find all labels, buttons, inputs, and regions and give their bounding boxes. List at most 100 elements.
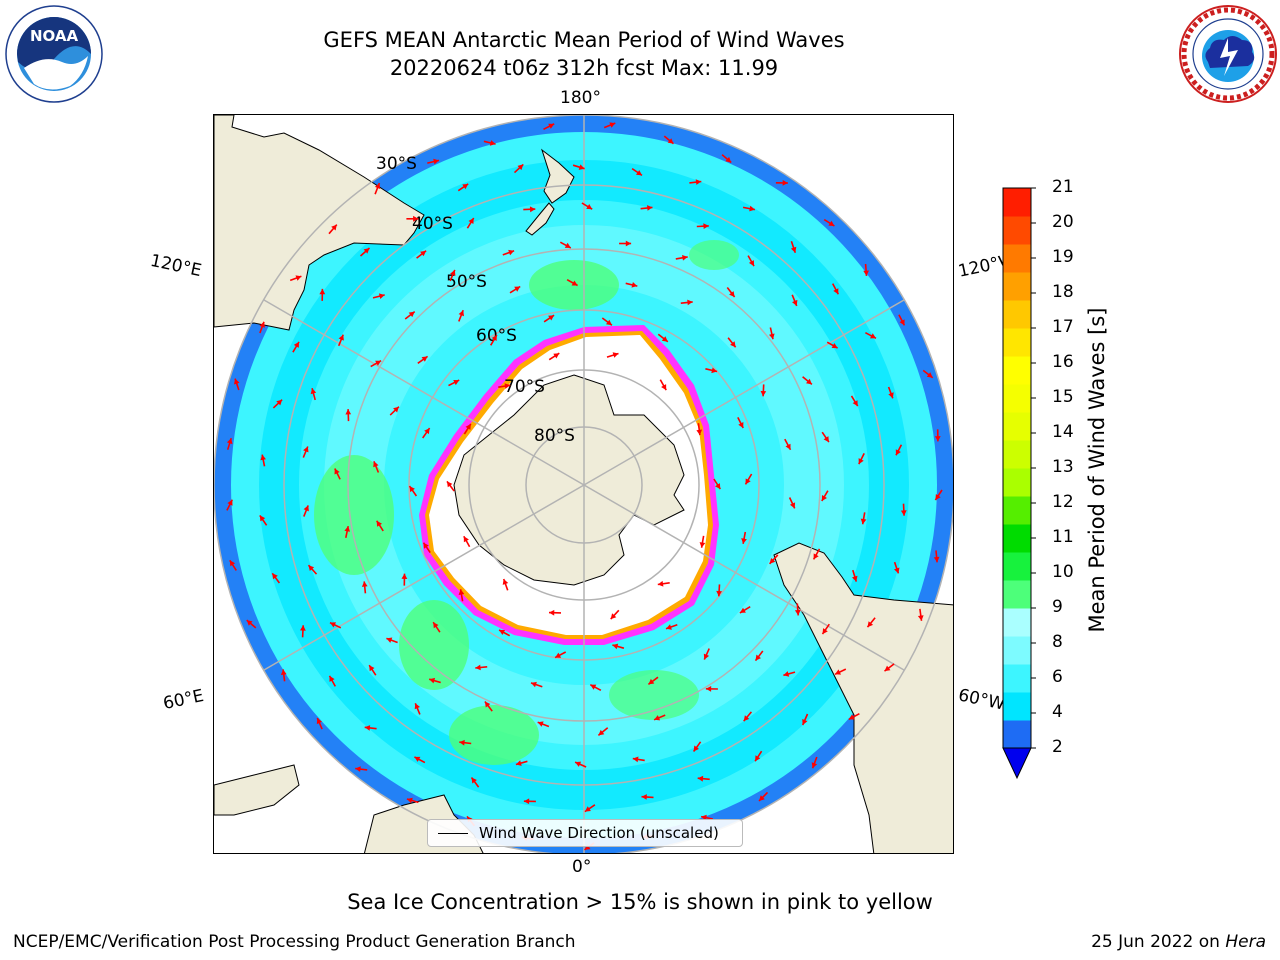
- wave-arrow-head: [409, 486, 415, 493]
- colorbar-segment: [1003, 636, 1031, 665]
- colorbar-tick-label: 18: [1052, 282, 1074, 302]
- wave-arrow-head: [504, 383, 511, 389]
- colorbar-segment: [1003, 272, 1031, 301]
- wave-arrow-head: [586, 204, 593, 210]
- wave-arrow-head: [363, 248, 370, 254]
- colorbar-segment: [1003, 216, 1031, 245]
- legend-label: Wind Wave Direction (unscaled): [479, 824, 719, 842]
- colorbar-segment: [1003, 524, 1031, 553]
- colorbar-segment: [1003, 580, 1031, 609]
- wave-arrow-head: [716, 590, 722, 597]
- wave-arrow-head: [811, 762, 818, 769]
- wave-arrow-head: [489, 140, 496, 146]
- lon-label-180: 180°: [560, 88, 601, 108]
- wave-arrow-head: [515, 760, 522, 766]
- noaa-logo: NOAA: [5, 5, 103, 103]
- wave-arrow-head: [792, 299, 798, 306]
- wave-arrow-head: [711, 367, 718, 374]
- lon-label-120e: 120°E: [148, 250, 204, 282]
- wave-arrow-head: [641, 794, 647, 800]
- wave-arrow-head: [272, 573, 278, 580]
- footer-date-text: 25 Jun 2022 on: [1091, 932, 1226, 952]
- wave-arrow-head: [612, 643, 619, 650]
- wave-arrow-head: [666, 624, 672, 630]
- colorbar-tick-label: 2: [1052, 737, 1063, 757]
- wave-arrow-head: [647, 205, 653, 211]
- wave-arrow-head: [420, 250, 427, 257]
- wave-arrow-head: [636, 170, 642, 176]
- wave-arrow-head: [715, 483, 721, 490]
- footer-host: Hera: [1225, 932, 1266, 952]
- wave-arrow-head: [743, 715, 750, 722]
- wave-arrow-head: [414, 703, 420, 710]
- wave-arrow-head: [421, 356, 428, 362]
- wave-arrow-head: [894, 567, 900, 574]
- wave-arrow-head: [408, 311, 415, 318]
- colorbar-tick-label: 8: [1052, 632, 1063, 652]
- wave-arrow-head: [895, 449, 901, 456]
- colorbar-tick-label: 12: [1052, 492, 1074, 512]
- lat-label-40s: 40°S: [412, 214, 453, 234]
- footer-credit: NCEP/EMC/Verification Post Processing Pr…: [13, 932, 576, 952]
- wave-arrow-head: [364, 725, 371, 731]
- wave-arrow-head: [794, 609, 801, 616]
- wave-arrow-head: [329, 675, 335, 682]
- wave-arrow-head: [631, 282, 638, 288]
- colorbar-tick-label: 16: [1052, 352, 1074, 372]
- colorbar-segment: [1003, 356, 1031, 385]
- footer-date: 25 Jun 2022 on Hera: [1091, 932, 1266, 952]
- wave-arrow-head: [458, 310, 464, 317]
- wind-wave-arrows: [226, 122, 943, 851]
- colorbar-segment: [1003, 300, 1031, 329]
- wave-arrow-head: [699, 542, 706, 548]
- lon-label-60e: 60°E: [161, 685, 206, 715]
- wave-arrow-head: [308, 565, 315, 571]
- wave-arrow-head: [393, 406, 399, 413]
- wave-arrow-head: [828, 220, 835, 226]
- wave-arrow-head: [695, 179, 702, 185]
- colorbar-tick-label: 4: [1052, 702, 1063, 722]
- wave-arrow-head: [755, 755, 761, 762]
- wave-arrow-head: [484, 701, 491, 708]
- wave-arrow-head: [447, 481, 453, 488]
- wave-arrow-head: [514, 286, 521, 292]
- wave-arrow-head: [280, 669, 287, 675]
- wave-arrow-head: [802, 719, 808, 725]
- map-plot: 30°S 40°S 50°S 60°S 70°S 80°S: [214, 115, 953, 853]
- colorbar-segment: [1003, 552, 1031, 581]
- wave-arrow-head: [369, 665, 375, 672]
- wave-arrow-head: [401, 573, 408, 579]
- wave-arrow-head: [310, 388, 317, 395]
- wave-arrow-head: [584, 806, 591, 812]
- wave-arrow-head: [917, 615, 924, 621]
- wave-arrow-head: [899, 319, 905, 326]
- wave-arrow-head: [860, 518, 867, 525]
- wave-arrow-head: [667, 138, 674, 144]
- wave-arrow-head: [769, 558, 776, 564]
- colorbar-tick-label: 9: [1052, 597, 1063, 617]
- colorbar: [1002, 187, 1036, 780]
- colorbar-segment: [1003, 692, 1031, 721]
- wave-arrow-head: [458, 589, 465, 595]
- lon-label-0: 0°: [572, 857, 592, 877]
- colorbar-tick-label: 10: [1052, 562, 1074, 582]
- wave-arrow-head: [523, 798, 530, 805]
- wave-arrow-head: [654, 715, 661, 721]
- wave-arrow-head: [813, 553, 819, 560]
- colorbar-tick-label: 6: [1052, 667, 1063, 687]
- wave-arrow-head: [303, 446, 309, 453]
- land-madagascar: [214, 764, 300, 816]
- wave-arrow-head: [900, 510, 907, 516]
- map-frame: 30°S 40°S 50°S 60°S 70°S 80°S Wind Wave …: [213, 114, 954, 854]
- wave-arrow-head: [502, 579, 509, 585]
- wave-arrow-head: [705, 686, 712, 692]
- wave-arrow-head: [537, 721, 544, 727]
- wave-arrow-head: [453, 380, 460, 386]
- wave-arrow-head: [406, 797, 413, 804]
- wave-arrow-head: [303, 505, 309, 512]
- wave-arrow-head: [555, 652, 562, 658]
- colorbar-segment: [1003, 496, 1031, 525]
- colorbar-segment: [1003, 608, 1031, 637]
- wave-arrow-head: [423, 542, 429, 549]
- wave-arrow-head: [276, 399, 283, 406]
